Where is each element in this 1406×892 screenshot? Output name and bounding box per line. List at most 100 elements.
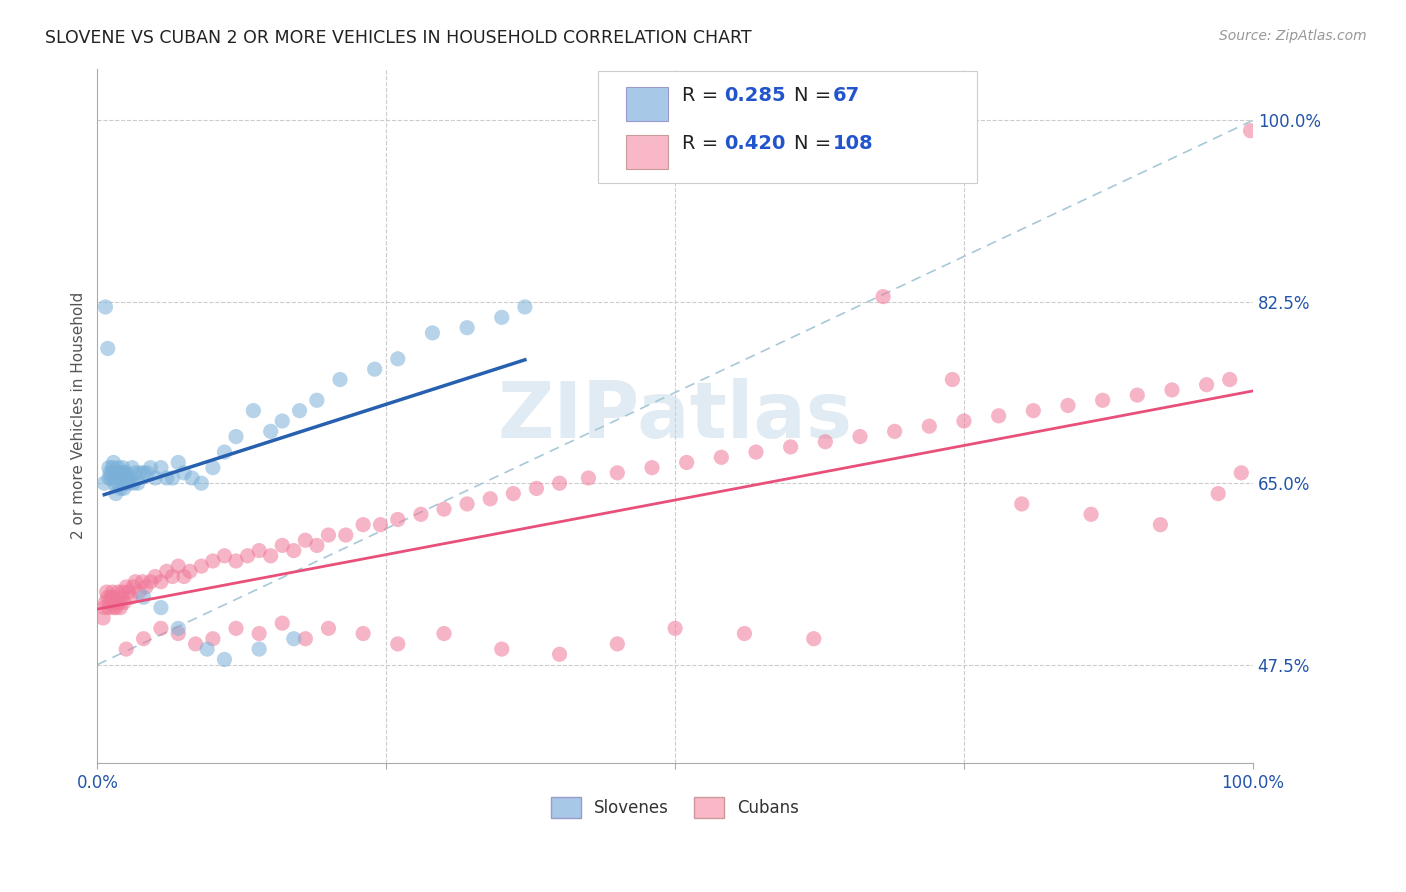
Point: [181, 471, 204, 485]
Point: [1022, 403, 1045, 417]
Point: [93, 600, 115, 615]
Point: [94, 300, 117, 314]
Point: [98, 595, 121, 609]
Point: [105, 466, 128, 480]
Point: [132, 632, 155, 646]
Point: [132, 591, 155, 605]
Point: [433, 502, 456, 516]
Point: [117, 476, 139, 491]
Point: [318, 528, 340, 542]
Point: [179, 565, 201, 579]
Point: [318, 621, 340, 635]
Point: [117, 585, 139, 599]
Point: [121, 460, 143, 475]
Point: [242, 403, 264, 417]
Point: [184, 637, 207, 651]
Point: [97, 600, 120, 615]
Point: [664, 621, 686, 635]
Point: [675, 455, 697, 469]
Point: [883, 425, 905, 439]
Point: [491, 642, 513, 657]
Point: [104, 466, 127, 480]
Point: [122, 580, 145, 594]
Point: [548, 476, 571, 491]
Point: [122, 476, 145, 491]
Point: [149, 460, 172, 475]
Point: [149, 574, 172, 589]
Point: [108, 595, 131, 609]
Point: [236, 549, 259, 563]
Point: [124, 574, 146, 589]
Point: [491, 310, 513, 325]
Point: [143, 569, 166, 583]
Point: [225, 554, 247, 568]
Point: [104, 476, 127, 491]
Point: [110, 591, 132, 605]
Point: [112, 482, 135, 496]
Point: [1195, 377, 1218, 392]
Point: [606, 466, 628, 480]
Point: [387, 512, 409, 526]
Point: [96, 585, 118, 599]
Point: [103, 600, 125, 615]
Point: [201, 632, 224, 646]
Point: [149, 600, 172, 615]
Point: [526, 482, 548, 496]
Point: [456, 497, 478, 511]
Point: [363, 362, 385, 376]
Point: [97, 460, 120, 475]
Point: [1149, 517, 1171, 532]
Text: R =: R =: [682, 135, 724, 153]
Point: [305, 393, 328, 408]
Point: [131, 574, 153, 589]
Point: [271, 616, 294, 631]
Point: [214, 549, 236, 563]
Point: [104, 486, 127, 500]
Text: 0.420: 0.420: [724, 135, 786, 153]
Point: [93, 476, 115, 491]
Point: [112, 595, 135, 609]
Point: [128, 585, 150, 599]
Point: [201, 460, 224, 475]
Point: [162, 471, 184, 485]
Point: [110, 600, 132, 615]
Point: [101, 460, 124, 475]
Point: [98, 466, 121, 480]
Point: [335, 528, 357, 542]
Point: [167, 455, 190, 469]
Point: [100, 471, 122, 485]
Point: [1206, 486, 1229, 500]
Point: [872, 290, 894, 304]
Point: [110, 466, 132, 480]
Point: [136, 466, 159, 480]
Point: [1219, 372, 1241, 386]
Point: [260, 549, 283, 563]
Point: [283, 543, 305, 558]
Point: [97, 471, 120, 485]
Point: [1126, 388, 1149, 402]
Point: [641, 460, 664, 475]
Point: [139, 460, 162, 475]
Point: [370, 517, 392, 532]
Point: [214, 445, 236, 459]
Point: [129, 466, 152, 480]
Point: [115, 642, 138, 657]
Point: [1230, 466, 1253, 480]
Point: [247, 543, 270, 558]
Point: [849, 429, 872, 443]
Point: [1080, 508, 1102, 522]
Point: [201, 554, 224, 568]
Point: [173, 569, 195, 583]
Point: [1011, 497, 1033, 511]
Point: [214, 652, 236, 666]
Point: [156, 471, 179, 485]
Point: [1057, 399, 1080, 413]
Point: [107, 585, 129, 599]
Point: [606, 637, 628, 651]
Point: [288, 403, 311, 417]
Point: [91, 611, 114, 625]
Point: [305, 538, 328, 552]
Point: [143, 471, 166, 485]
Point: [162, 569, 184, 583]
Point: [97, 342, 120, 356]
